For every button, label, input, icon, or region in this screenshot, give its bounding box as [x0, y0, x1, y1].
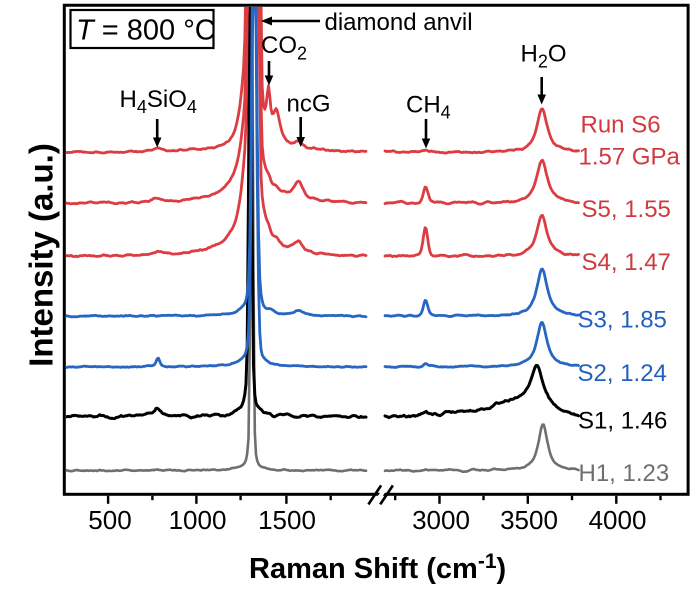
svg-text:S1, 1.46: S1, 1.46: [578, 408, 667, 435]
svg-text:diamond anvil: diamond anvil: [325, 9, 473, 36]
svg-text:1500: 1500: [258, 505, 316, 535]
svg-text:Intensity (a.u.): Intensity (a.u.): [23, 143, 60, 367]
svg-text:T = 800 °C: T = 800 °C: [76, 15, 216, 47]
svg-text:4000: 4000: [589, 505, 647, 535]
svg-text:1000: 1000: [169, 505, 227, 535]
svg-text:3000: 3000: [412, 505, 470, 535]
svg-text:H4SiO4: H4SiO4: [120, 86, 197, 117]
svg-text:S3, 1.85: S3, 1.85: [578, 307, 667, 334]
svg-text:1.57 GPa: 1.57 GPa: [579, 144, 681, 171]
svg-text:3500: 3500: [500, 505, 558, 535]
svg-text:S4, 1.47: S4, 1.47: [582, 249, 671, 276]
svg-text:H1, 1.23: H1, 1.23: [579, 460, 670, 487]
svg-text:S2, 1.24: S2, 1.24: [578, 360, 667, 387]
svg-text:Run S6: Run S6: [581, 112, 661, 139]
svg-text:S5, 1.55: S5, 1.55: [582, 196, 671, 223]
svg-text:500: 500: [88, 505, 131, 535]
svg-text:ncG: ncG: [287, 91, 331, 118]
svg-text:Raman Shift (cm-1): Raman Shift (cm-1): [249, 550, 506, 585]
